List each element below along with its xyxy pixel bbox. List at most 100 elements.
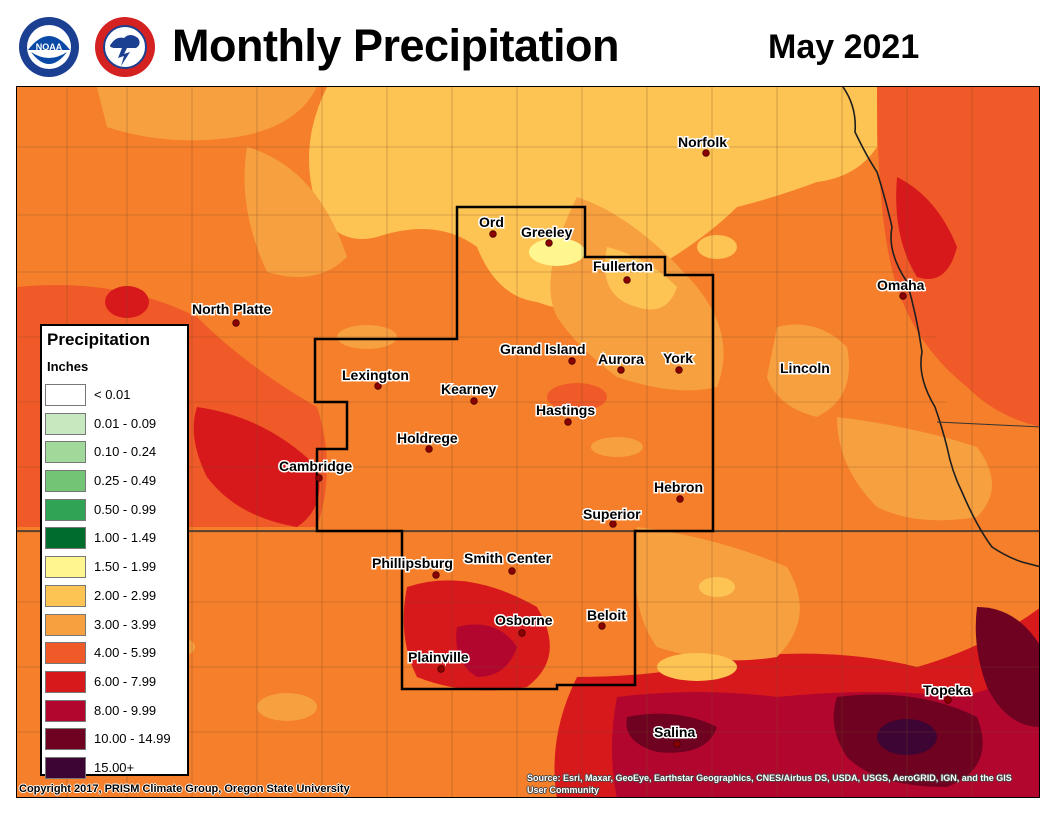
- city-label-beloit: Beloit: [587, 607, 626, 623]
- city-label-fullerton: Fullerton: [593, 258, 653, 274]
- legend-swatch: [45, 642, 86, 665]
- legend-item: 1.50 - 1.99: [45, 553, 185, 582]
- basemap-sources: Source: Esri, Maxar, GeoEye, Earthstar G…: [527, 773, 1012, 795]
- city-label-holdrege: Holdrege: [397, 430, 458, 446]
- city-lincoln: Lincoln: [779, 359, 832, 378]
- city-markers: Norfolk Ord Greeley Fullerton Omaha Nort…: [191, 133, 973, 748]
- city-grand-island: Grand Island: [499, 340, 587, 365]
- legend-swatch: [45, 613, 86, 636]
- legend-item-label: 0.01 - 0.09: [94, 415, 157, 431]
- legend-item: 10.00 - 14.99: [45, 725, 185, 754]
- city-superior: Superior: [582, 505, 643, 528]
- legend-swatch: [45, 584, 86, 607]
- city-smith-center: Smith Center: [463, 549, 553, 575]
- city-norfolk: Norfolk: [677, 133, 729, 157]
- legend-item-label: 15.00+: [94, 759, 135, 775]
- legend-item-label: 0.10 - 0.24: [94, 444, 157, 460]
- city-label-greeley: Greeley: [521, 224, 573, 240]
- legend-item: < 0.01: [45, 381, 185, 410]
- legend-swatch: [45, 412, 86, 435]
- city-osborne: Osborne: [494, 611, 554, 637]
- legend-swatch: [45, 384, 86, 406]
- city-kearney: Kearney: [440, 380, 498, 405]
- legend-swatch: [45, 527, 86, 550]
- legend-item-label: 4.00 - 5.99: [94, 645, 157, 661]
- legend-swatch: [45, 670, 86, 693]
- city-label-hebron: Hebron: [654, 479, 703, 495]
- legend-item: 0.01 - 0.09: [45, 410, 185, 439]
- precipitation-legend: Precipitation Inches < 0.01 0.01 - 0.09 0.…: [40, 324, 189, 779]
- legend-swatch: [45, 556, 86, 579]
- city-label-grand-island: Grand Island: [500, 341, 586, 357]
- legend-item-label: 3.00 - 3.99: [94, 616, 157, 632]
- city-label-north-platte: North Platte: [192, 301, 272, 317]
- legend-item: 1.00 - 1.49: [45, 524, 185, 553]
- copyright-text: Copyright 2017, PRISM Climate Group, Ore…: [19, 783, 350, 795]
- city-label-cambridge: Cambridge: [279, 458, 352, 474]
- city-label-salina: Salina: [654, 724, 695, 740]
- city-greeley: Greeley: [520, 223, 574, 247]
- city-label-lincoln: Lincoln: [780, 360, 830, 376]
- legend-item: 2.00 - 2.99: [45, 582, 185, 611]
- city-label-osborne: Osborne: [495, 612, 553, 628]
- legend-item-label: 8.00 - 9.99: [94, 702, 157, 718]
- city-fullerton: Fullerton: [592, 257, 654, 284]
- legend-swatch: [45, 699, 86, 722]
- legend-swatch: [45, 441, 86, 464]
- legend-item-label: 0.50 - 0.99: [94, 501, 157, 517]
- map-period: May 2021: [768, 28, 920, 66]
- legend-item: 0.10 - 0.24: [45, 438, 185, 467]
- legend-swatch: [45, 756, 86, 779]
- legend-item-label: 1.00 - 1.49: [94, 530, 157, 546]
- city-phillipsburg: Phillipsburg: [371, 554, 454, 579]
- legend-item: 15.00+: [45, 754, 185, 783]
- header: NOAA Monthly Precipitation May 2021: [0, 0, 1056, 86]
- city-holdrege: Holdrege: [396, 429, 459, 453]
- legend-item-label: 0.25 - 0.49: [94, 473, 157, 489]
- missouri-river: [842, 87, 1039, 568]
- city-label-plainville: Plainville: [408, 649, 469, 665]
- national-weather-service-logo: [95, 17, 155, 77]
- legend-item-label: 2.00 - 2.99: [94, 587, 157, 603]
- city-aurora: Aurora: [597, 350, 646, 374]
- legend-swatch: [45, 728, 86, 751]
- svg-text:NOAA: NOAA: [36, 42, 63, 52]
- legend-item: 3.00 - 3.99: [45, 611, 185, 640]
- legend-item: 6.00 - 7.99: [45, 668, 185, 697]
- city-label-kearney: Kearney: [441, 381, 496, 397]
- city-salina: Salina: [653, 723, 697, 748]
- legend-item-label: < 0.01: [94, 387, 131, 402]
- legend-swatch: [45, 470, 86, 493]
- hastings-cwa-boundary: [313, 205, 715, 691]
- city-label-york: York: [663, 350, 693, 366]
- city-label-hastings: Hastings: [536, 402, 595, 418]
- city-label-aurora: Aurora: [598, 351, 644, 367]
- city-label-phillipsburg: Phillipsburg: [372, 555, 453, 571]
- legend-item-label: 10.00 - 14.99: [94, 731, 171, 747]
- city-hastings: Hastings: [535, 401, 597, 426]
- city-label-omaha: Omaha: [877, 277, 925, 293]
- city-ord: Ord: [478, 213, 505, 238]
- city-label-smith-center: Smith Center: [464, 550, 552, 566]
- legend-units: Inches: [47, 359, 89, 374]
- city-topeka: Topeka: [922, 681, 973, 704]
- legend-items: < 0.01 0.01 - 0.09 0.10 - 0.24 0.25 - 0.49 0…: [45, 381, 185, 783]
- city-label-lexington: Lexington: [342, 367, 409, 383]
- legend-item-label: 1.50 - 1.99: [94, 559, 157, 575]
- legend-item: 4.00 - 5.99: [45, 639, 185, 668]
- city-hebron: Hebron: [653, 478, 705, 503]
- noaa-logo: NOAA: [19, 17, 79, 77]
- city-beloit: Beloit: [586, 606, 628, 630]
- city-label-superior: Superior: [583, 506, 641, 522]
- legend-item: 8.00 - 9.99: [45, 697, 185, 726]
- legend-item: 0.25 - 0.49: [45, 467, 185, 496]
- city-north-platte: North Platte: [191, 300, 273, 327]
- city-cambridge: Cambridge: [278, 457, 354, 482]
- iowa-missouri-line: [936, 421, 1039, 428]
- city-york: York: [662, 349, 695, 374]
- map-title: Monthly Precipitation: [172, 20, 620, 71]
- legend-swatch: [45, 498, 86, 521]
- city-lexington: Lexington: [341, 366, 410, 390]
- city-label-norfolk: Norfolk: [678, 134, 727, 150]
- legend-title: Precipitation: [47, 330, 150, 349]
